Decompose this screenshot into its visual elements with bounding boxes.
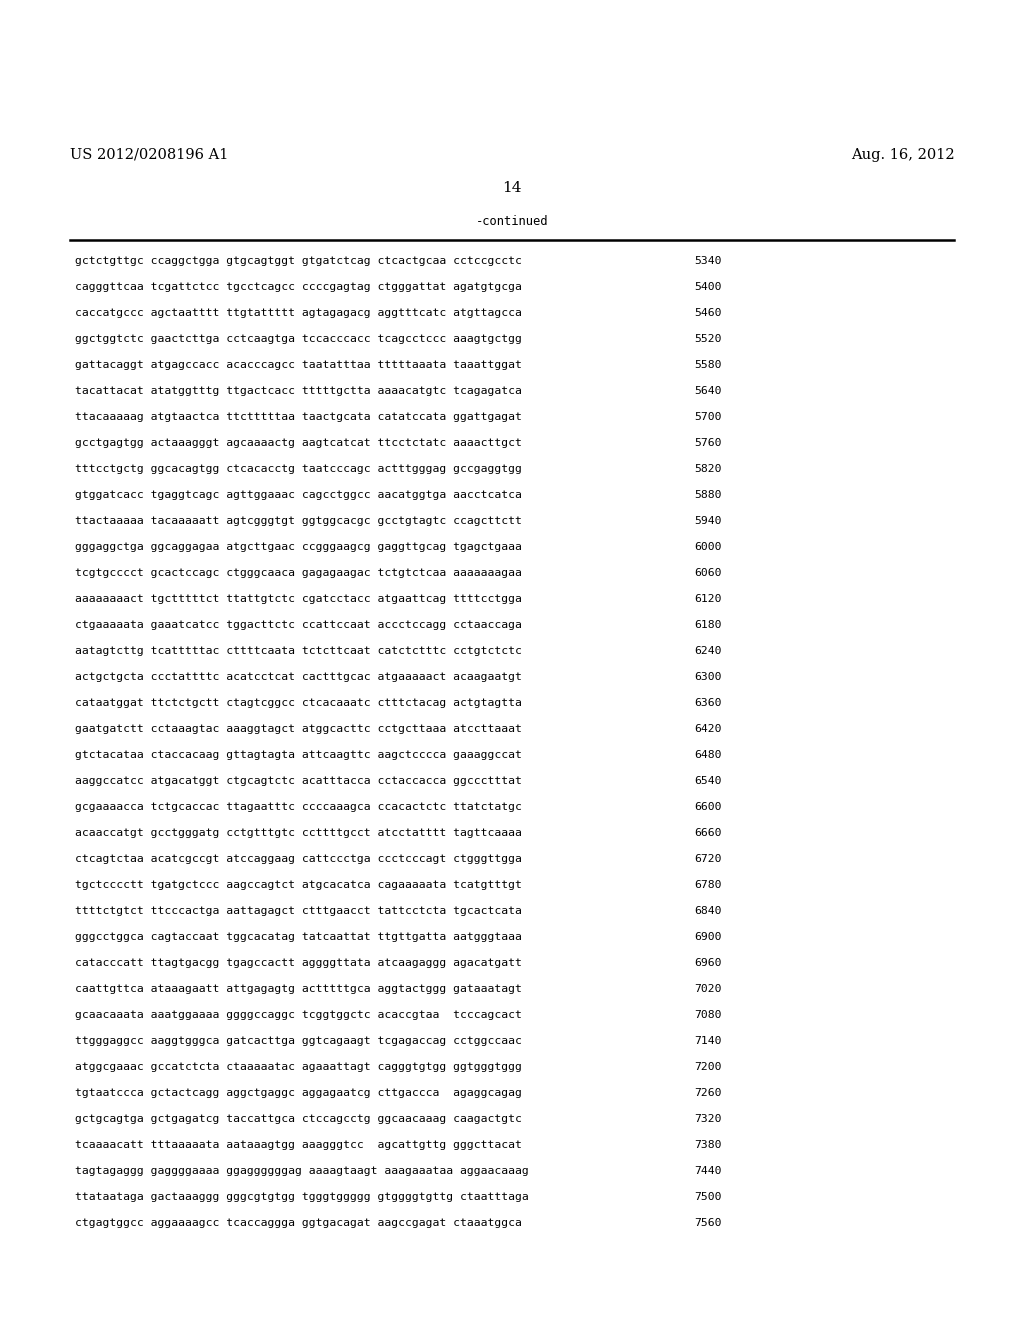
- Text: 7260: 7260: [694, 1088, 722, 1098]
- Text: 6240: 6240: [694, 645, 722, 656]
- Text: 7380: 7380: [694, 1140, 722, 1150]
- Text: 5880: 5880: [694, 490, 722, 500]
- Text: cagggttcaa tcgattctcc tgcctcagcc ccccgagtag ctgggattat agatgtgcga: cagggttcaa tcgattctcc tgcctcagcc ccccgag…: [75, 282, 521, 292]
- Text: 6900: 6900: [694, 932, 722, 942]
- Text: 6360: 6360: [694, 698, 722, 708]
- Text: ttgggaggcc aaggtgggca gatcacttga ggtcagaagt tcgagaccag cctggccaac: ttgggaggcc aaggtgggca gatcacttga ggtcaga…: [75, 1036, 521, 1047]
- Text: gcaacaaata aaatggaaaa ggggccaggc tcggtggctc acaccgtaa  tcccagcact: gcaacaaata aaatggaaaa ggggccaggc tcggtgg…: [75, 1010, 521, 1020]
- Text: gcctgagtgg actaaagggt agcaaaactg aagtcatcat ttcctctatc aaaacttgct: gcctgagtgg actaaagggt agcaaaactg aagtcat…: [75, 438, 521, 447]
- Text: caattgttca ataaagaatt attgagagtg actttttgca aggtactggg gataaatagt: caattgttca ataaagaatt attgagagtg acttttt…: [75, 985, 521, 994]
- Text: ttacaaaaag atgtaactca ttctttttaa taactgcata catatccata ggattgagat: ttacaaaaag atgtaactca ttctttttaa taactgc…: [75, 412, 521, 422]
- Text: 6300: 6300: [694, 672, 722, 682]
- Text: 7320: 7320: [694, 1114, 722, 1125]
- Text: tttcctgctg ggcacagtgg ctcacacctg taatcccagc actttgggag gccgaggtgg: tttcctgctg ggcacagtgg ctcacacctg taatccc…: [75, 465, 521, 474]
- Text: ctgaaaaata gaaatcatcc tggacttctc ccattccaat accctccagg cctaaccaga: ctgaaaaata gaaatcatcc tggacttctc ccattcc…: [75, 620, 521, 630]
- Text: 5580: 5580: [694, 360, 722, 370]
- Text: ttactaaaaa tacaaaaatt agtcgggtgt ggtggcacgc gcctgtagtc ccagcttctt: ttactaaaaa tacaaaaatt agtcgggtgt ggtggca…: [75, 516, 521, 527]
- Text: 7020: 7020: [694, 985, 722, 994]
- Text: 6000: 6000: [694, 543, 722, 552]
- Text: actgctgcta ccctattttc acatcctcat cactttgcac atgaaaaact acaagaatgt: actgctgcta ccctattttc acatcctcat cactttg…: [75, 672, 521, 682]
- Text: 5760: 5760: [694, 438, 722, 447]
- Text: gtctacataa ctaccacaag gttagtagta attcaagttc aagctcccca gaaaggccat: gtctacataa ctaccacaag gttagtagta attcaag…: [75, 750, 521, 760]
- Text: 7140: 7140: [694, 1036, 722, 1047]
- Text: 6180: 6180: [694, 620, 722, 630]
- Text: acaaccatgt gcctgggatg cctgtttgtc ccttttgcct atcctatttt tagttcaaaa: acaaccatgt gcctgggatg cctgtttgtc ccttttg…: [75, 828, 521, 838]
- Text: ctcagtctaa acatcgccgt atccaggaag cattccctga ccctcccagt ctgggttgga: ctcagtctaa acatcgccgt atccaggaag cattccc…: [75, 854, 521, 865]
- Text: tgtaatccca gctactcagg aggctgaggc aggagaatcg cttgaccca  agaggcagag: tgtaatccca gctactcagg aggctgaggc aggagaa…: [75, 1088, 521, 1098]
- Text: 5820: 5820: [694, 465, 722, 474]
- Text: gaatgatctt cctaaagtac aaaggtagct atggcacttc cctgcttaaa atccttaaat: gaatgatctt cctaaagtac aaaggtagct atggcac…: [75, 725, 521, 734]
- Text: 5640: 5640: [694, 385, 722, 396]
- Text: 7500: 7500: [694, 1192, 722, 1203]
- Text: gtggatcacc tgaggtcagc agttggaaac cagcctggcc aacatggtga aacctcatca: gtggatcacc tgaggtcagc agttggaaac cagcctg…: [75, 490, 521, 500]
- Text: aaaaaaaact tgctttttct ttattgtctc cgatcctacc atgaattcag ttttcctgga: aaaaaaaact tgctttttct ttattgtctc cgatcct…: [75, 594, 521, 605]
- Text: catacccatt ttagtgacgg tgagccactt aggggttata atcaagaggg agacatgatt: catacccatt ttagtgacgg tgagccactt aggggtt…: [75, 958, 521, 968]
- Text: gcgaaaacca tctgcaccac ttagaatttc ccccaaagca ccacactctc ttatctatgc: gcgaaaacca tctgcaccac ttagaatttc ccccaaa…: [75, 803, 521, 812]
- Text: 6540: 6540: [694, 776, 722, 787]
- Text: aatagtcttg tcatttttac cttttcaata tctcttcaat catctctttc cctgtctctc: aatagtcttg tcatttttac cttttcaata tctcttc…: [75, 645, 521, 656]
- Text: 7560: 7560: [694, 1218, 722, 1228]
- Text: tgctcccctt tgatgctccc aagccagtct atgcacatca cagaaaaata tcatgtttgt: tgctcccctt tgatgctccc aagccagtct atgcaca…: [75, 880, 521, 890]
- Text: 6960: 6960: [694, 958, 722, 968]
- Text: gggcctggca cagtaccaat tggcacatag tatcaattat ttgttgatta aatgggtaaa: gggcctggca cagtaccaat tggcacatag tatcaat…: [75, 932, 521, 942]
- Text: 6840: 6840: [694, 906, 722, 916]
- Text: gggaggctga ggcaggagaa atgcttgaac ccgggaagcg gaggttgcag tgagctgaaa: gggaggctga ggcaggagaa atgcttgaac ccgggaa…: [75, 543, 521, 552]
- Text: ggctggtctc gaactcttga cctcaagtga tccacccacc tcagcctccc aaagtgctgg: ggctggtctc gaactcttga cctcaagtga tccaccc…: [75, 334, 521, 345]
- Text: 14: 14: [502, 181, 522, 195]
- Text: gctctgttgc ccaggctgga gtgcagtggt gtgatctcag ctcactgcaa cctccgcctc: gctctgttgc ccaggctgga gtgcagtggt gtgatct…: [75, 256, 521, 267]
- Text: tcgtgcccct gcactccagc ctgggcaaca gagagaagac tctgtctcaa aaaaaaagaa: tcgtgcccct gcactccagc ctgggcaaca gagagaa…: [75, 568, 521, 578]
- Text: 7080: 7080: [694, 1010, 722, 1020]
- Text: tcaaaacatt tttaaaaata aataaagtgg aaagggtcc  agcattgttg gggcttacat: tcaaaacatt tttaaaaata aataaagtgg aaagggt…: [75, 1140, 521, 1150]
- Text: 6120: 6120: [694, 594, 722, 605]
- Text: tagtagaggg gaggggaaaa ggaggggggag aaaagtaagt aaagaaataa aggaacaaag: tagtagaggg gaggggaaaa ggaggggggag aaaagt…: [75, 1167, 528, 1176]
- Text: 6060: 6060: [694, 568, 722, 578]
- Text: 7440: 7440: [694, 1167, 722, 1176]
- Text: ttataataga gactaaaggg gggcgtgtgg tgggtggggg gtggggtgttg ctaatttaga: ttataataga gactaaaggg gggcgtgtgg tgggtgg…: [75, 1192, 528, 1203]
- Text: 5460: 5460: [694, 308, 722, 318]
- Text: 5940: 5940: [694, 516, 722, 527]
- Text: 6660: 6660: [694, 828, 722, 838]
- Text: aaggccatcc atgacatggt ctgcagtctc acatttacca cctaccacca ggccctttat: aaggccatcc atgacatggt ctgcagtctc acattta…: [75, 776, 521, 787]
- Text: caccatgccc agctaatttt ttgtattttt agtagagacg aggtttcatc atgttagcca: caccatgccc agctaatttt ttgtattttt agtagag…: [75, 308, 521, 318]
- Text: 6480: 6480: [694, 750, 722, 760]
- Text: 6780: 6780: [694, 880, 722, 890]
- Text: 5400: 5400: [694, 282, 722, 292]
- Text: ttttctgtct ttcccactga aattagagct ctttgaacct tattcctcta tgcactcata: ttttctgtct ttcccactga aattagagct ctttgaa…: [75, 906, 521, 916]
- Text: 7200: 7200: [694, 1063, 722, 1072]
- Text: US 2012/0208196 A1: US 2012/0208196 A1: [70, 148, 228, 162]
- Text: atggcgaaac gccatctcta ctaaaaatac agaaattagt cagggtgtgg ggtgggtggg: atggcgaaac gccatctcta ctaaaaatac agaaatt…: [75, 1063, 521, 1072]
- Text: -continued: -continued: [476, 215, 548, 228]
- Text: gctgcagtga gctgagatcg taccattgca ctccagcctg ggcaacaaag caagactgtc: gctgcagtga gctgagatcg taccattgca ctccagc…: [75, 1114, 521, 1125]
- Text: tacattacat atatggtttg ttgactcacc tttttgctta aaaacatgtc tcagagatca: tacattacat atatggtttg ttgactcacc tttttgc…: [75, 385, 521, 396]
- Text: 5340: 5340: [694, 256, 722, 267]
- Text: ctgagtggcc aggaaaagcc tcaccaggga ggtgacagat aagccgagat ctaaatggca: ctgagtggcc aggaaaagcc tcaccaggga ggtgaca…: [75, 1218, 521, 1228]
- Text: cataatggat ttctctgctt ctagtcggcc ctcacaaatc ctttctacag actgtagtta: cataatggat ttctctgctt ctagtcggcc ctcacaa…: [75, 698, 521, 708]
- Text: 6420: 6420: [694, 725, 722, 734]
- Text: 5520: 5520: [694, 334, 722, 345]
- Text: 6720: 6720: [694, 854, 722, 865]
- Text: 5700: 5700: [694, 412, 722, 422]
- Text: gattacaggt atgagccacc acacccagcc taatatttaa tttttaaata taaattggat: gattacaggt atgagccacc acacccagcc taatatt…: [75, 360, 521, 370]
- Text: 6600: 6600: [694, 803, 722, 812]
- Text: Aug. 16, 2012: Aug. 16, 2012: [851, 148, 954, 162]
